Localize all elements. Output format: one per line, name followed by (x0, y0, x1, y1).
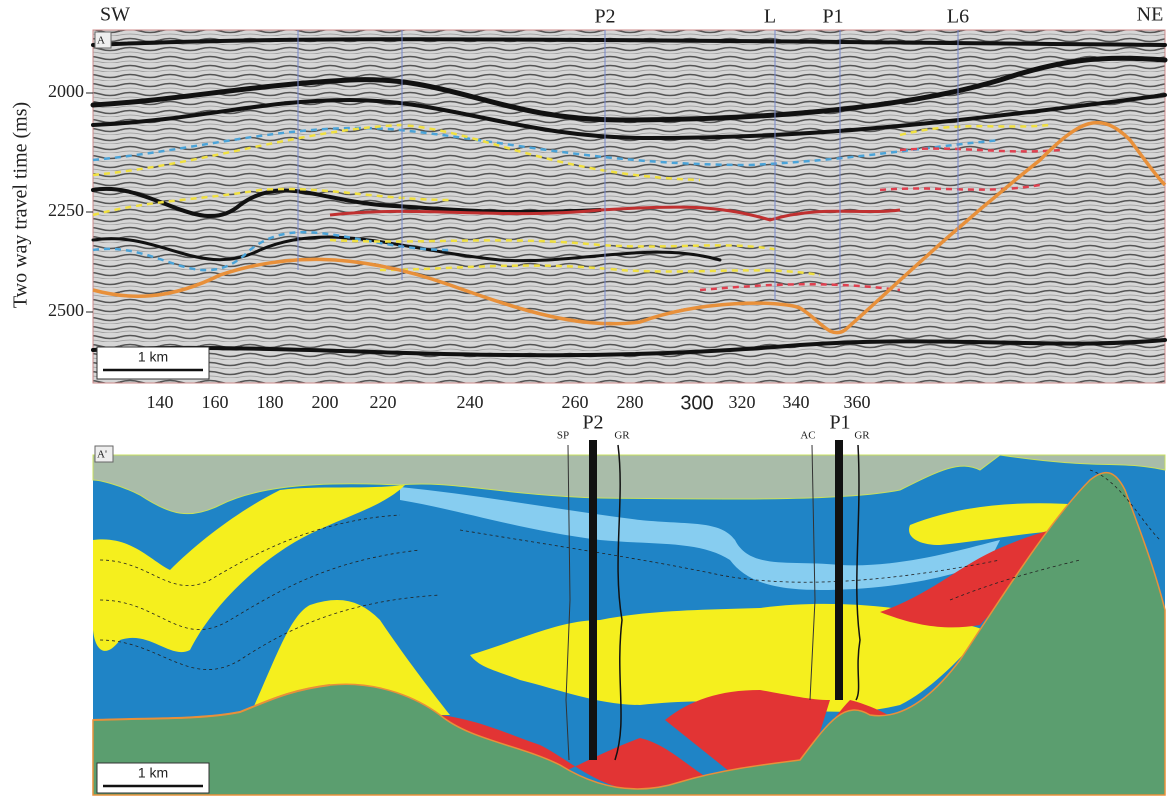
x-tick-label: 220 (370, 392, 397, 412)
x-tick-label: 280 (617, 392, 644, 412)
panel-label: A' (97, 449, 107, 461)
scale-bar-label: 1 km (138, 349, 168, 365)
y-ticks: 2000 2250 2500 (48, 81, 93, 320)
y-tick-label: 2500 (48, 300, 84, 320)
direction-label: SW (100, 4, 130, 26)
x-tick-label: 200 (312, 392, 339, 412)
y-axis-title: Two way travel time (ms) (10, 102, 32, 308)
marker-label: L6 (947, 6, 969, 28)
interpretation-panel: SP P2 GR AC P1 GR A' 1 km (93, 412, 1165, 795)
marker-label: P2 (594, 6, 615, 28)
x-ticks: 140 160 180 200 220 240 260 280 300 320 … (147, 392, 871, 414)
y-tick-label: 2000 (48, 81, 84, 101)
panel-label: A (97, 35, 105, 47)
x-tick-label: 300 (680, 392, 713, 414)
scale-bar-label: 1 km (138, 765, 168, 781)
figure: A SW NE P2 L P1 L6 Two way travel time (… (0, 0, 1171, 798)
direction-label: NE (1137, 4, 1164, 26)
well-name: P2 (582, 412, 603, 434)
marker-label: P1 (822, 6, 843, 28)
seismic-frame (93, 30, 1165, 383)
log-label: GR (854, 430, 870, 442)
x-tick-label: 160 (202, 392, 229, 412)
log-label: AC (800, 430, 815, 442)
x-tick-label: 240 (457, 392, 484, 412)
well-name: P1 (829, 412, 850, 434)
x-tick-label: 260 (562, 392, 589, 412)
marker-label: L (764, 6, 776, 28)
log-label: SP (557, 430, 569, 442)
log-label: GR (614, 430, 630, 442)
x-tick-label: 360 (844, 392, 871, 412)
x-tick-label: 320 (729, 392, 756, 412)
y-tick-label: 2250 (48, 200, 84, 220)
x-tick-label: 340 (783, 392, 810, 412)
seismic-panel: A SW NE P2 L P1 L6 Two way travel time (… (10, 4, 1165, 415)
x-tick-label: 140 (147, 392, 174, 412)
x-tick-label: 180 (257, 392, 284, 412)
